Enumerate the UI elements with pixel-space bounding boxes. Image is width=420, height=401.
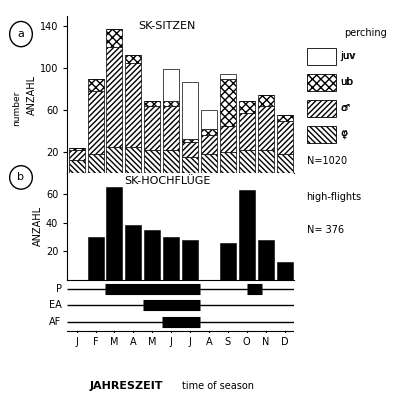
Bar [276, 154, 293, 173]
Bar [220, 243, 236, 279]
Bar [220, 126, 236, 152]
Bar [220, 73, 236, 79]
Text: JAHRESZEIT: JAHRESZEIT [89, 381, 163, 391]
Bar [144, 101, 160, 106]
Y-axis label: ANZAHL: ANZAHL [33, 206, 43, 246]
Text: A: A [130, 336, 136, 346]
Bar [68, 150, 85, 160]
Text: M: M [110, 336, 119, 346]
Bar [163, 237, 179, 279]
Text: M: M [148, 336, 157, 346]
Y-axis label: ANZAHL: ANZAHL [27, 75, 37, 115]
Bar [125, 147, 142, 173]
Text: J: J [170, 336, 173, 346]
Bar [182, 142, 198, 157]
Text: F: F [93, 336, 98, 346]
Bar [106, 147, 123, 173]
Bar [125, 63, 142, 147]
Bar [125, 55, 142, 63]
Text: time of season: time of season [182, 381, 255, 391]
Text: perching: perching [344, 28, 387, 38]
Bar [201, 154, 217, 173]
Text: $\sigma^{}$: $\sigma^{}$ [340, 103, 349, 113]
Bar [182, 82, 198, 140]
Bar [220, 152, 236, 173]
Bar [144, 230, 160, 279]
Bar [201, 129, 217, 135]
Bar [163, 150, 179, 173]
Bar [201, 110, 217, 129]
Bar [257, 95, 274, 106]
Bar [87, 237, 104, 279]
Bar [182, 240, 198, 279]
Text: O: O [243, 336, 251, 346]
Bar [106, 47, 123, 147]
Bar [257, 150, 274, 173]
Text: $\varphi$: $\varphi$ [340, 128, 349, 140]
Text: juv: juv [340, 51, 355, 61]
Bar [276, 262, 293, 279]
Bar [239, 190, 255, 279]
Bar [68, 148, 85, 150]
Bar [125, 225, 142, 279]
Bar [257, 106, 274, 150]
Text: N= 376: N= 376 [307, 225, 344, 235]
Bar [182, 157, 198, 173]
Text: A: A [206, 336, 212, 346]
Text: J: J [75, 336, 78, 346]
Bar [239, 101, 255, 113]
Bar [87, 154, 104, 173]
Bar [257, 240, 274, 279]
Text: b: b [18, 172, 24, 182]
Text: N=1020: N=1020 [307, 156, 347, 166]
Text: ub: ub [340, 77, 353, 87]
Bar [144, 150, 160, 173]
Bar [106, 187, 123, 279]
Bar [276, 115, 293, 121]
Text: number: number [12, 91, 21, 126]
Text: J: J [189, 336, 192, 346]
Bar [87, 79, 104, 91]
Text: ♂: ♂ [340, 103, 349, 113]
Text: juv: juv [340, 51, 356, 61]
Bar [144, 106, 160, 150]
Bar [182, 140, 198, 142]
Bar [163, 106, 179, 150]
Bar [163, 69, 179, 101]
Text: N: N [262, 336, 269, 346]
Bar [276, 121, 293, 154]
Bar [87, 91, 104, 154]
Text: ub: ub [340, 77, 354, 87]
Text: high-flights: high-flights [307, 192, 362, 203]
Bar [239, 113, 255, 150]
Bar [68, 160, 85, 173]
Text: S: S [225, 336, 231, 346]
Text: EA: EA [49, 300, 62, 310]
Text: a: a [18, 29, 24, 39]
Bar [239, 150, 255, 173]
Bar [220, 79, 236, 126]
Text: P: P [55, 284, 62, 294]
Text: SK-HOCHFLÜGE: SK-HOCHFLÜGE [124, 176, 210, 186]
Text: ♀: ♀ [340, 130, 348, 139]
Bar [106, 28, 123, 47]
Text: AF: AF [49, 317, 62, 327]
Text: D: D [281, 336, 289, 346]
Bar [163, 101, 179, 106]
Bar [201, 135, 217, 154]
Text: SK-SITZEN: SK-SITZEN [138, 21, 196, 31]
